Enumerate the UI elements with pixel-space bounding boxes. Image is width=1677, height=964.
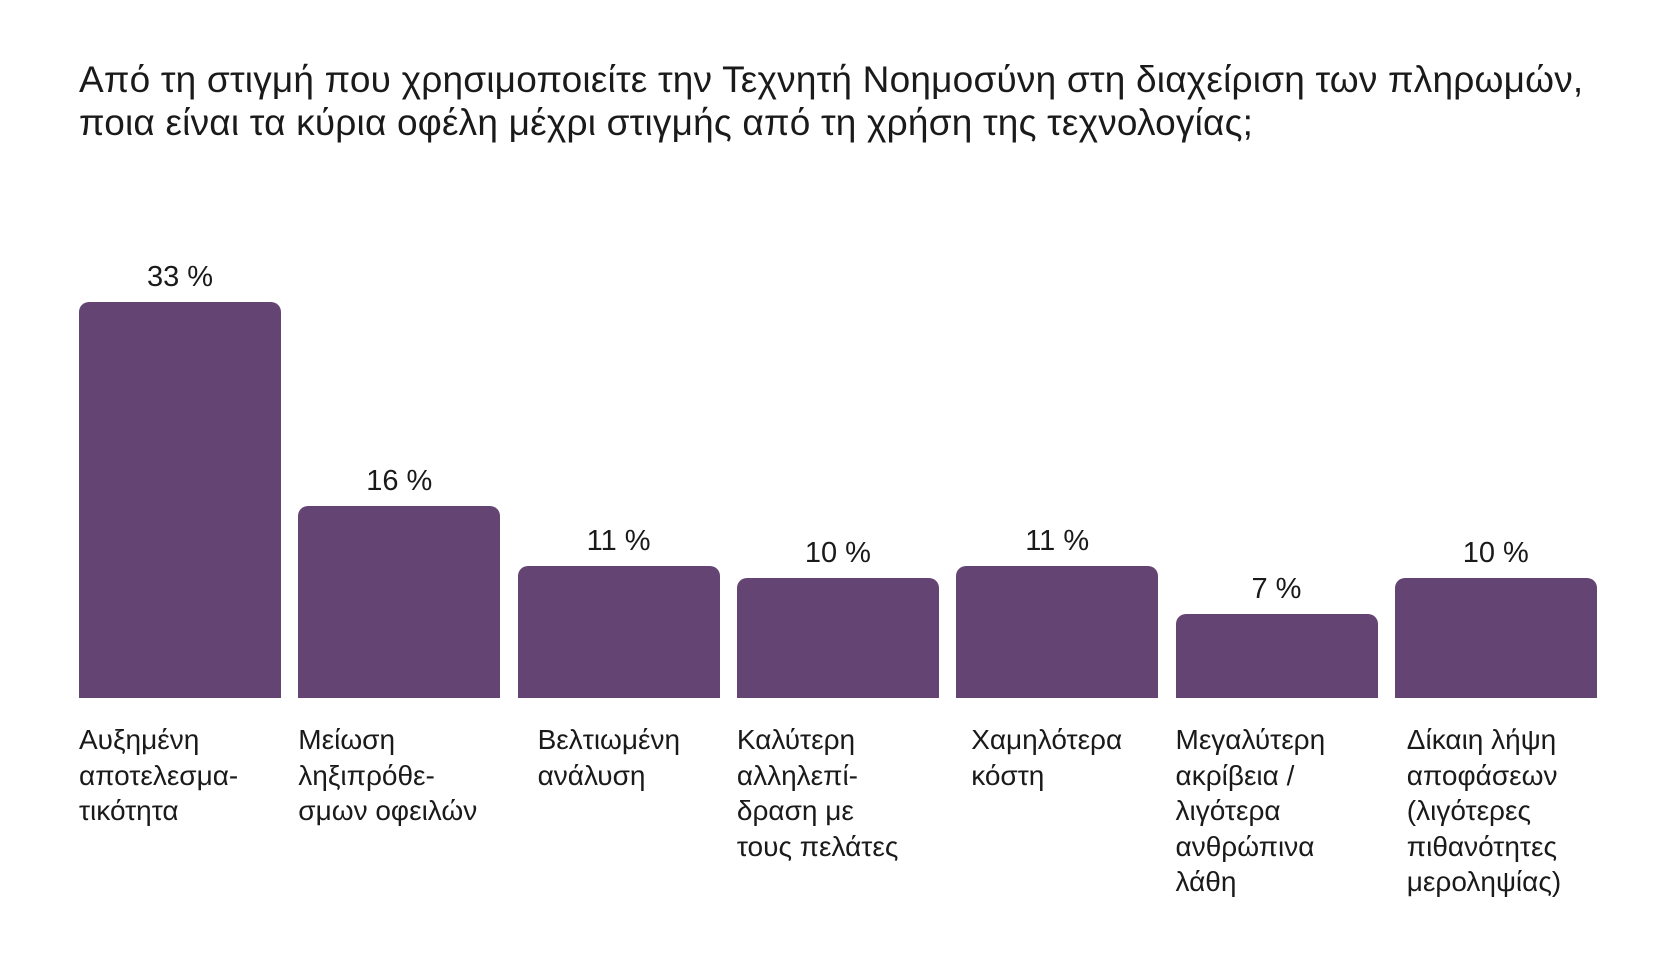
bar-5 bbox=[956, 566, 1159, 698]
bar-7 bbox=[1394, 578, 1597, 698]
category-label-4: Καλύτερη αλληλεπί- δραση με τους πελάτες bbox=[736, 724, 899, 862]
bar-6 bbox=[1175, 614, 1378, 698]
bar-4 bbox=[736, 578, 939, 698]
chart-title: Από τη στιγμή που χρησιμοποιείτε την Τεχ… bbox=[79, 59, 1584, 143]
category-label-3: Βελτιωμένη ανάλυση bbox=[537, 724, 681, 791]
category-label-5: Χαμηλότερα κόστη bbox=[971, 724, 1123, 791]
category-label-6: Μεγαλύτερη ακρίβεια / λιγότερα ανθρώπινα… bbox=[1175, 724, 1326, 897]
value-label-6: 7 % bbox=[1251, 573, 1302, 605]
category-label-2: Μείωση ληξιπρόθε- σμων οφειλών bbox=[298, 724, 478, 826]
category-label-7: Δίκαιη λήψη αποφάσεων (λιγότερες πιθανότ… bbox=[1406, 724, 1562, 897]
value-label-4: 10 % bbox=[804, 537, 871, 569]
value-label-5: 11 % bbox=[1025, 525, 1090, 557]
bar-3 bbox=[517, 566, 720, 698]
category-label-1: Αυξημένη αποτελεσμα- τικότητα bbox=[79, 724, 239, 826]
bar-1 bbox=[79, 302, 281, 698]
bar-2 bbox=[298, 506, 501, 698]
value-label-1: 33 % bbox=[146, 261, 214, 293]
value-label-3: 11 % bbox=[586, 525, 651, 557]
value-label-7: 10 % bbox=[1462, 537, 1529, 569]
value-label-2: 16 % bbox=[366, 465, 433, 497]
